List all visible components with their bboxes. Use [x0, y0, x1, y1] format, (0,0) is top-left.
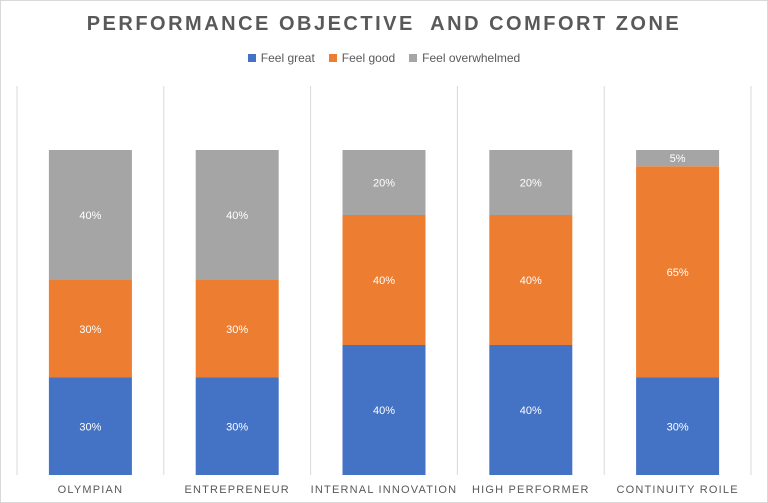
bar-segment-2-1	[342, 215, 426, 345]
category-label-0: OLYMPIAN	[58, 484, 124, 496]
bar-segment-1-0	[195, 377, 279, 475]
bar-segment-3-2	[489, 150, 573, 215]
data-label-3-1: 40%	[520, 275, 542, 287]
legend-item-2: Feel overwhelmed	[409, 51, 520, 65]
legend-label-1: Feel good	[341, 51, 396, 65]
legend-swatch-1	[328, 54, 337, 62]
data-label-4-2: 5%	[670, 153, 686, 165]
bar-segment-4-0	[636, 377, 720, 475]
data-label-2-2: 20%	[373, 178, 395, 190]
data-label-4-0: 30%	[667, 421, 689, 433]
data-label-3-2: 20%	[520, 178, 542, 190]
legend-swatch-0	[247, 54, 256, 62]
data-label-2-1: 40%	[373, 275, 395, 287]
data-label-0-2: 40%	[79, 210, 101, 222]
bar-segment-0-2	[48, 150, 132, 280]
bar-segment-3-0	[489, 345, 573, 475]
legend-swatch-2	[409, 54, 418, 62]
data-label-3-0: 40%	[520, 405, 542, 417]
data-label-1-1: 30%	[226, 324, 248, 336]
data-label-1-0: 30%	[226, 421, 248, 433]
bar-segment-2-0	[342, 345, 426, 475]
data-label-2-0: 40%	[373, 405, 395, 417]
bar-segment-0-0	[48, 377, 132, 475]
bar-segment-2-2	[342, 150, 426, 215]
legend-label-0: Feel great	[260, 51, 315, 65]
category-label-4: CONTINUITY ROILE	[616, 484, 738, 496]
bar-segment-1-2	[195, 150, 279, 280]
bar-segment-4-1	[636, 166, 720, 378]
data-label-1-2: 40%	[226, 210, 248, 222]
bar-segment-1-1	[195, 280, 279, 378]
category-label-1: ENTREPRENEUR	[184, 484, 289, 496]
bar-segment-3-1	[489, 215, 573, 345]
category-label-2: INTERNAL INNOVATION	[311, 484, 458, 496]
category-label-3: HIGH PERFORMER	[472, 484, 590, 496]
data-label-4-1: 65%	[667, 267, 689, 279]
chart-title: PERFORMANCE OBJECTIVE AND COMFORT ZONE	[86, 13, 682, 35]
legend-item-0: Feel great	[247, 51, 315, 65]
legend-label-2: Feel overwhelmed	[422, 51, 521, 65]
legend-item-1: Feel good	[328, 51, 396, 65]
bar-segment-0-1	[48, 280, 132, 378]
bar-segment-4-2	[636, 150, 720, 167]
data-label-0-1: 30%	[79, 324, 101, 336]
data-label-0-0: 30%	[79, 421, 101, 433]
legend: Feel great Feel good Feel overwhelmed	[1, 51, 767, 65]
